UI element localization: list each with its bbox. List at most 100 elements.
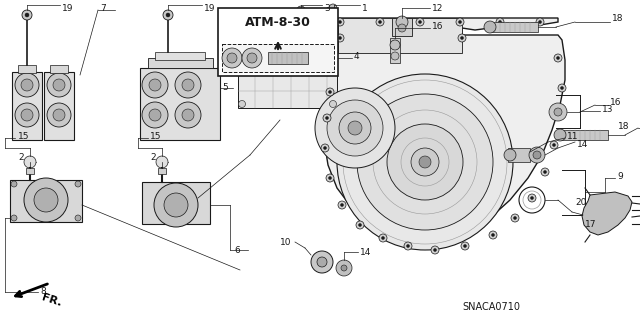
Circle shape	[142, 102, 168, 128]
Circle shape	[378, 20, 381, 24]
Circle shape	[11, 215, 17, 221]
Circle shape	[484, 21, 496, 33]
Circle shape	[21, 79, 33, 91]
Circle shape	[222, 48, 242, 68]
Circle shape	[339, 36, 342, 40]
Polygon shape	[142, 182, 210, 224]
Circle shape	[496, 18, 504, 26]
Text: 3: 3	[324, 4, 330, 13]
Text: 4: 4	[354, 52, 360, 61]
Circle shape	[328, 176, 332, 180]
Circle shape	[356, 221, 364, 229]
Circle shape	[461, 36, 463, 40]
Circle shape	[337, 74, 513, 250]
Circle shape	[554, 129, 566, 141]
Text: SNACA0710: SNACA0710	[462, 302, 520, 312]
Circle shape	[175, 72, 201, 98]
Circle shape	[513, 217, 516, 219]
Circle shape	[433, 249, 436, 251]
Bar	[560, 130, 608, 140]
Bar	[44, 72, 74, 140]
Circle shape	[339, 112, 371, 144]
Text: 11: 11	[567, 132, 579, 141]
Text: 6: 6	[234, 246, 240, 255]
Circle shape	[556, 111, 564, 119]
Circle shape	[315, 88, 395, 168]
Circle shape	[47, 73, 71, 97]
Circle shape	[328, 91, 332, 93]
Circle shape	[330, 100, 337, 108]
Bar	[50, 65, 68, 73]
Text: 16: 16	[610, 98, 621, 107]
Text: 2: 2	[150, 153, 156, 162]
Circle shape	[34, 188, 58, 212]
Circle shape	[558, 84, 566, 92]
Circle shape	[25, 13, 29, 17]
Bar	[238, 40, 337, 108]
Bar	[222, 44, 334, 72]
Circle shape	[529, 147, 545, 163]
Bar	[12, 72, 42, 140]
Circle shape	[549, 103, 567, 121]
Circle shape	[336, 18, 344, 26]
Text: 12: 12	[432, 4, 444, 13]
Circle shape	[149, 79, 161, 91]
Circle shape	[379, 234, 387, 242]
Circle shape	[326, 116, 328, 120]
Circle shape	[75, 181, 81, 187]
Circle shape	[381, 236, 385, 240]
Bar	[338, 18, 462, 53]
Circle shape	[533, 151, 541, 159]
Bar	[148, 58, 213, 68]
Circle shape	[164, 193, 188, 217]
Text: 16: 16	[432, 22, 444, 31]
Circle shape	[297, 6, 305, 14]
Circle shape	[340, 204, 344, 206]
Circle shape	[419, 156, 431, 168]
Circle shape	[554, 54, 562, 62]
Bar	[392, 18, 412, 36]
Text: 19: 19	[62, 4, 74, 13]
Circle shape	[431, 246, 439, 254]
Circle shape	[317, 257, 327, 267]
Circle shape	[341, 265, 347, 271]
Circle shape	[499, 20, 502, 24]
Circle shape	[75, 215, 81, 221]
Text: 5: 5	[222, 83, 228, 92]
Bar	[158, 168, 166, 174]
Bar	[26, 168, 34, 174]
Circle shape	[541, 168, 549, 176]
Bar	[155, 52, 205, 60]
Circle shape	[390, 40, 400, 50]
Circle shape	[326, 174, 334, 182]
Circle shape	[538, 20, 541, 24]
Circle shape	[391, 52, 399, 60]
Circle shape	[182, 79, 194, 91]
Circle shape	[11, 181, 17, 187]
Bar	[218, 8, 338, 76]
Circle shape	[154, 183, 198, 227]
Circle shape	[550, 141, 558, 149]
Circle shape	[246, 18, 254, 26]
Circle shape	[47, 103, 71, 127]
Text: 15: 15	[150, 132, 161, 141]
Circle shape	[511, 214, 519, 222]
Text: 14: 14	[577, 140, 588, 149]
Circle shape	[543, 170, 547, 174]
Circle shape	[242, 48, 262, 68]
Circle shape	[248, 20, 252, 24]
Bar	[390, 38, 400, 63]
Circle shape	[416, 18, 424, 26]
Circle shape	[396, 16, 408, 28]
Text: 19: 19	[204, 4, 216, 13]
Circle shape	[561, 86, 563, 90]
Text: 17: 17	[585, 220, 596, 229]
Circle shape	[22, 10, 32, 20]
Bar	[490, 22, 538, 32]
Circle shape	[163, 10, 173, 20]
Circle shape	[348, 121, 362, 135]
Circle shape	[489, 231, 497, 239]
Circle shape	[15, 73, 39, 97]
Circle shape	[398, 24, 406, 32]
Circle shape	[24, 178, 68, 222]
